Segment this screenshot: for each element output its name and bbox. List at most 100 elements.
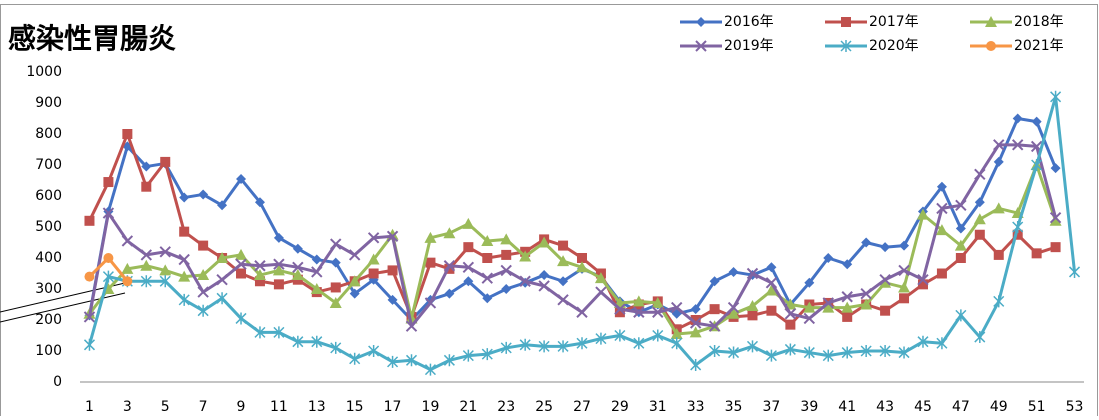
point: [159, 264, 172, 276]
point: [879, 276, 892, 288]
point: [728, 266, 739, 277]
point: [291, 269, 304, 281]
x-tick-label: 13: [308, 399, 326, 415]
point: [936, 202, 948, 215]
point: [898, 264, 910, 277]
x-tick-label: 5: [161, 399, 170, 415]
x-tick-label: 45: [914, 399, 932, 415]
point: [594, 272, 607, 284]
point: [83, 311, 96, 323]
chart-title: 感染性胃腸炎: [8, 22, 176, 55]
x-tick-label: 49: [990, 399, 1008, 415]
point: [577, 253, 587, 263]
point: [405, 354, 418, 367]
point: [1049, 211, 1062, 224]
y-tick-label: 600: [35, 188, 62, 204]
x-tick-label: 29: [611, 399, 629, 415]
point: [292, 243, 303, 254]
point: [481, 272, 493, 284]
point: [254, 197, 265, 208]
point: [633, 306, 645, 318]
x-tick-label: 7: [199, 399, 208, 415]
x-tick-label: 53: [1066, 399, 1084, 415]
point: [462, 349, 474, 362]
point: [766, 305, 777, 316]
point: [614, 303, 626, 315]
point: [272, 264, 285, 276]
point: [292, 335, 304, 348]
legend-label: 2019年: [724, 38, 774, 54]
point: [557, 255, 570, 267]
point: [823, 253, 834, 263]
point: [917, 273, 929, 286]
point: [840, 40, 852, 52]
point: [273, 258, 285, 270]
point: [917, 335, 929, 348]
point: [330, 238, 342, 250]
x-tick-label: 37: [763, 399, 781, 415]
point: [690, 358, 702, 371]
point: [747, 310, 758, 321]
point: [633, 337, 645, 350]
point: [690, 315, 701, 325]
point: [330, 341, 342, 354]
point: [879, 273, 891, 286]
point: [462, 261, 475, 274]
y-tick-label: 400: [35, 250, 62, 266]
point: [576, 261, 588, 273]
y-tick-label: 700: [35, 157, 62, 173]
point: [482, 253, 493, 263]
point: [216, 292, 228, 305]
point: [974, 229, 985, 240]
point: [557, 340, 569, 353]
y-tick-label: 200: [35, 312, 62, 328]
point: [728, 346, 740, 359]
point: [765, 284, 778, 296]
x-tick-label: 3: [123, 399, 132, 415]
point: [140, 275, 152, 288]
point: [841, 17, 851, 27]
point: [501, 284, 512, 294]
x-tick-label: 35: [725, 399, 743, 415]
point: [349, 288, 360, 299]
point: [1050, 90, 1062, 103]
series-line: [87, 117, 1057, 322]
point: [1031, 248, 1042, 259]
point: [861, 237, 872, 248]
point: [159, 275, 171, 288]
point: [689, 317, 702, 329]
point: [141, 161, 152, 172]
point: [463, 242, 474, 253]
x-tick-label: 23: [497, 399, 515, 415]
point: [501, 249, 512, 260]
point: [576, 306, 588, 318]
point: [632, 295, 645, 307]
point: [917, 279, 928, 290]
point: [367, 232, 380, 244]
point: [102, 270, 114, 283]
point: [443, 227, 456, 239]
point: [992, 202, 1005, 214]
point: [368, 345, 380, 357]
point: [481, 234, 494, 246]
point: [841, 301, 854, 313]
point: [670, 327, 683, 339]
point: [236, 268, 247, 279]
point: [368, 268, 379, 279]
point: [690, 304, 701, 315]
point: [1049, 214, 1062, 226]
point: [463, 276, 474, 287]
point: [709, 345, 721, 357]
point: [746, 340, 759, 353]
point: [236, 173, 247, 184]
point: [519, 275, 531, 287]
point: [974, 168, 986, 181]
point: [140, 249, 153, 261]
point: [405, 320, 418, 332]
point: [254, 276, 265, 287]
point: [1050, 163, 1061, 174]
point: [103, 253, 114, 263]
point: [122, 276, 133, 287]
series-line: [87, 143, 1058, 328]
